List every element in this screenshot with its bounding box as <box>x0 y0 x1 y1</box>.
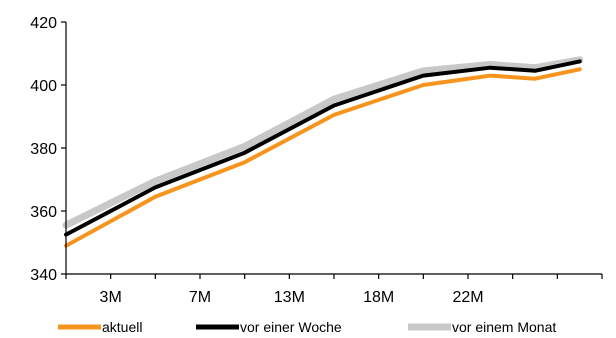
plot-area <box>62 56 584 248</box>
legend-label: aktuell <box>102 319 142 335</box>
x-tick-label: 3M <box>100 289 122 306</box>
legend: aktuell vor einer Woche vor einem Monat <box>58 319 556 335</box>
legend-item: vor einer Woche <box>196 319 342 335</box>
y-tick-label: 380 <box>30 141 57 158</box>
series-line-vor-einem-monat <box>62 56 584 229</box>
x-tick-label: 22M <box>452 289 483 306</box>
legend-item: aktuell <box>58 319 142 335</box>
legend-label: vor einer Woche <box>240 319 342 335</box>
y-tick-label: 360 <box>30 204 57 221</box>
y-tick-label: 340 <box>30 267 57 284</box>
legend-label: vor einem Monat <box>452 319 556 335</box>
y-tick-label: 400 <box>30 78 57 95</box>
series-line-aktuell <box>64 67 582 248</box>
series-line-vor-einer-woche <box>64 59 582 237</box>
y-tick-label: 420 <box>30 15 57 32</box>
x-axis: 3M 7M 13M 18M 22M <box>65 273 603 306</box>
x-tick-label: 18M <box>363 289 394 306</box>
x-tick-label: 13M <box>274 289 305 306</box>
legend-item: vor einem Monat <box>408 319 556 335</box>
y-axis: 340 360 380 400 420 <box>30 15 67 284</box>
x-tick-label: 7M <box>189 289 211 306</box>
